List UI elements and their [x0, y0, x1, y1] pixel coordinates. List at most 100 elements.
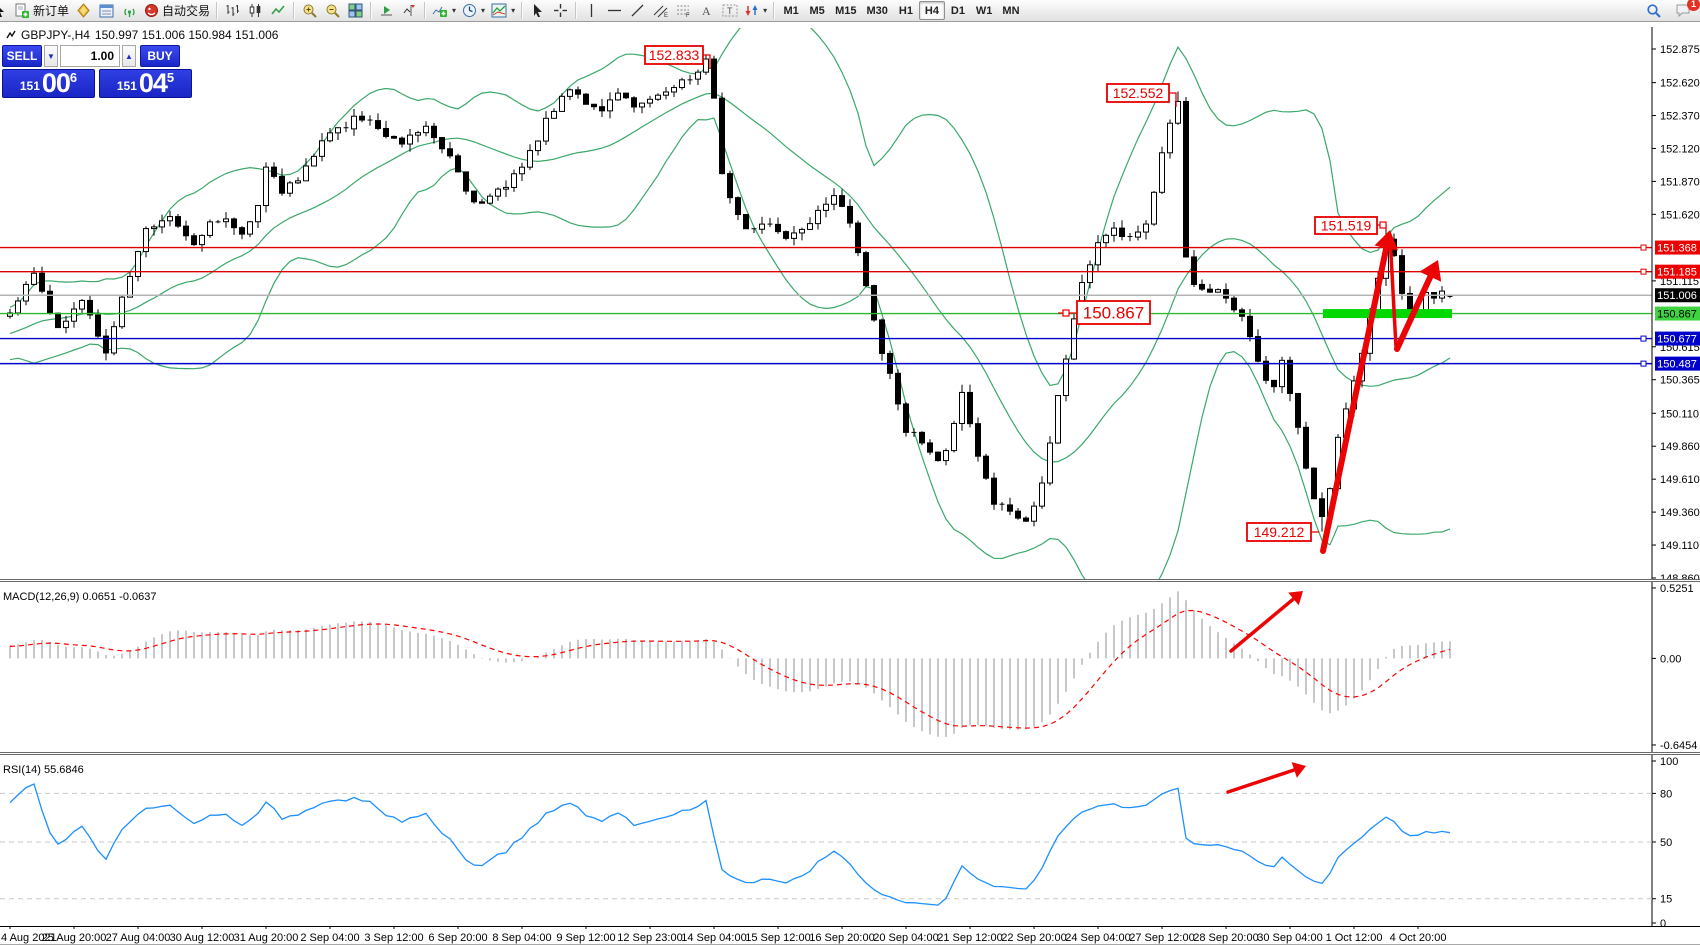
price-annotation-151.519[interactable]: 151.519 [1314, 216, 1387, 235]
price-annotation-149.212[interactable]: 149.212 [1246, 522, 1319, 542]
horizontal-line-tool[interactable] [603, 1, 626, 21]
timeframe-group: M1 M5 M15 M30 H1 H4 D1 W1 MN [778, 1, 1024, 20]
timeframe-button-m5[interactable]: M5 [809, 4, 825, 17]
price-label [1655, 356, 1700, 371]
svg-text:151.620: 151.620 [1660, 209, 1700, 221]
macd-indicator [9, 591, 1451, 737]
notifications-button[interactable]: 1 [1671, 0, 1700, 21]
clipped-cursor-icon[interactable] [0, 1, 11, 21]
fibonacci-tool[interactable]: F [672, 1, 695, 21]
timeframe-button-h1[interactable]: H1 [898, 4, 913, 17]
text-label-tool[interactable]: T [718, 1, 741, 21]
trend-arrow[interactable] [1388, 234, 1398, 349]
buy-button[interactable]: BUY [140, 45, 180, 67]
svg-text:27 Sep 12:00: 27 Sep 12:00 [1129, 932, 1194, 944]
line-handle[interactable] [1640, 268, 1647, 275]
line-handle[interactable] [1640, 360, 1647, 367]
svg-text:27 Aug 04:00: 27 Aug 04:00 [106, 932, 171, 944]
sell-button[interactable]: SELL [2, 45, 42, 67]
signal-icon [124, 8, 135, 17]
svg-text:149.860: 149.860 [1660, 441, 1700, 453]
chart-shift-button[interactable] [398, 1, 421, 21]
svg-text:150.867: 150.867 [1083, 304, 1144, 323]
metaeditor-button[interactable] [72, 1, 95, 21]
trend-arrow[interactable] [1226, 762, 1306, 794]
equidistant-channel-tool[interactable]: E [649, 1, 672, 21]
svg-text:0: 0 [1660, 918, 1666, 930]
svg-text:149.110: 149.110 [1660, 540, 1699, 552]
svg-text:28 Sep 20:00: 28 Sep 20:00 [1193, 932, 1258, 944]
timeframe-button-m15[interactable]: M15 [835, 4, 857, 17]
data-window-button[interactable] [95, 1, 118, 21]
autotrading-button[interactable]: 自动交易 [141, 1, 213, 21]
trendline-tool[interactable] [626, 1, 649, 21]
price-annotation-150.867[interactable]: 150.867 [1058, 300, 1151, 325]
line-handle[interactable] [1640, 335, 1647, 342]
symbol-period-label: GBPJPY-,H4 [21, 28, 90, 42]
text-tool[interactable]: A [695, 1, 718, 21]
dropdown-caret: ▾ [511, 6, 516, 15]
cursor-icon [0, 8, 4, 17]
price-annotation-152.833[interactable]: 152.833 [644, 45, 711, 69]
timeframe-button-mn[interactable]: MN [1002, 4, 1020, 17]
timeframe-button-w1[interactable]: W1 [975, 4, 993, 17]
price-label [1655, 288, 1700, 303]
svg-text:6 Sep 20:00: 6 Sep 20:00 [428, 932, 487, 944]
svg-text:150.365: 150.365 [1660, 375, 1700, 387]
price-label [1655, 306, 1700, 321]
trend-arrow[interactable] [1394, 260, 1442, 352]
templates-button[interactable]: ▾ [488, 1, 518, 21]
bid-quote[interactable]: 151 00 6 [2, 69, 95, 98]
vertical-line-tool[interactable] [580, 1, 603, 21]
line-handle[interactable] [1640, 244, 1647, 251]
trend-arrow[interactable] [1229, 591, 1303, 653]
periods-button[interactable]: ▾ [459, 1, 488, 21]
svg-text:2 Sep 04:00: 2 Sep 04:00 [300, 932, 359, 944]
price-annotation-152.552[interactable]: 152.552 [1106, 83, 1177, 107]
volume-increase-button[interactable]: ▲ [122, 45, 136, 67]
new-order-icon [15, 3, 29, 18]
timeframe-button-m30[interactable]: M30 [866, 4, 888, 17]
dropdown-caret: ▾ [452, 6, 457, 15]
new-order-button[interactable]: 新订单 [11, 1, 72, 21]
auto-scroll-button[interactable] [375, 1, 398, 21]
search-button[interactable] [1642, 1, 1665, 21]
svg-text:30 Aug 12:00: 30 Aug 12:00 [170, 932, 235, 944]
svg-text:149.610: 149.610 [1660, 474, 1700, 486]
line-chart-button[interactable] [267, 1, 290, 21]
template-icon [491, 3, 507, 18]
svg-text:8 Sep 04:00: 8 Sep 04:00 [492, 932, 551, 944]
timeframe-button-h4[interactable]: H4 [918, 1, 945, 20]
ask-quote[interactable]: 151 04 5 [99, 69, 192, 98]
line-chart-icon [271, 5, 285, 15]
chart-canvas[interactable]: 152.875 152.620 152.370 152.120 151.870 151.6… [0, 23, 1700, 946]
svg-text:0.00: 0.00 [1660, 653, 1681, 665]
svg-text:152.552: 152.552 [1113, 85, 1164, 101]
tile-windows-button[interactable] [344, 1, 367, 21]
green-support-zone[interactable] [1323, 309, 1452, 319]
indicators-icon [432, 6, 448, 17]
auto-scroll-icon [381, 6, 393, 16]
arrows-tool[interactable]: ▾ [741, 1, 770, 21]
timeframe-button-d1[interactable]: D1 [950, 4, 965, 17]
svg-text:149.212: 149.212 [1254, 524, 1305, 540]
pointer-tool-button[interactable] [526, 1, 549, 21]
chart-title: GBPJPY-,H4 150.997 151.006 150.984 151.0… [6, 28, 278, 42]
signals-button[interactable] [118, 1, 141, 21]
zoom-in-button[interactable] [298, 1, 321, 21]
timeframe-button-m1[interactable]: M1 [783, 4, 799, 17]
indicators-button[interactable]: ▾ [429, 1, 459, 21]
trendline-icon [631, 4, 644, 17]
svg-text:150.487: 150.487 [1657, 359, 1697, 371]
volume-decrease-button[interactable]: ▼ [44, 45, 58, 67]
price-label [1655, 264, 1700, 279]
bar-chart-button[interactable] [221, 1, 244, 21]
bid-point: 6 [69, 70, 78, 85]
zoom-out-button[interactable] [321, 1, 344, 21]
volume-input[interactable] [60, 45, 120, 67]
svg-text:100: 100 [1660, 756, 1678, 768]
candlestick-chart-button[interactable] [244, 1, 267, 21]
autotrading-label: 自动交易 [162, 4, 211, 18]
svg-text:A: A [702, 4, 711, 18]
crosshair-tool-button[interactable] [549, 1, 572, 21]
